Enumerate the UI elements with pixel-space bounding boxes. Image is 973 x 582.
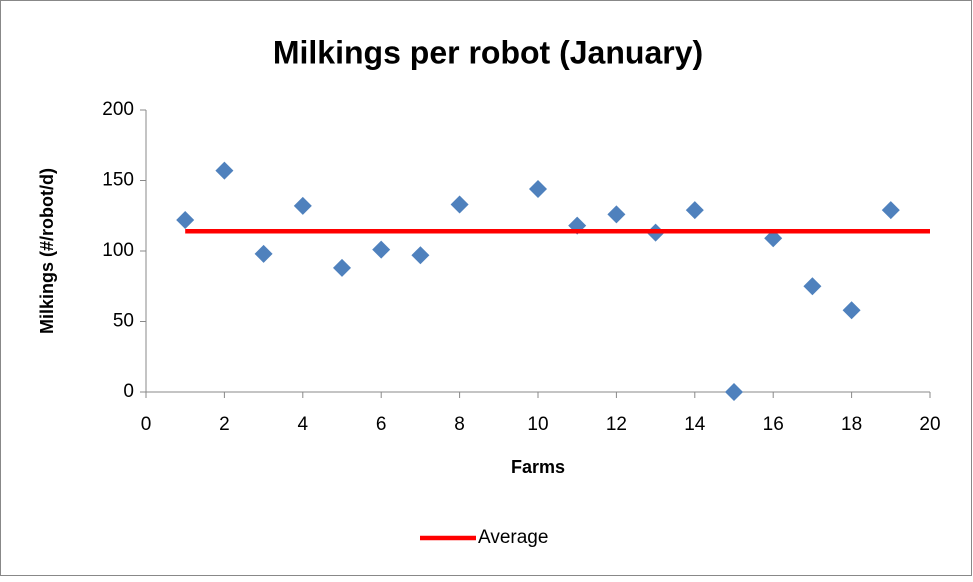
point — [725, 383, 743, 401]
x-tick-label: 2 — [219, 414, 230, 435]
legend-label: Average — [478, 527, 548, 548]
y-tick-label: 100 — [102, 240, 134, 261]
x-tick-label: 14 — [684, 414, 706, 435]
x-tick-label: 4 — [298, 414, 309, 435]
y-tick-label: 0 — [123, 381, 134, 402]
point — [764, 229, 783, 248]
point — [607, 205, 626, 224]
point — [411, 246, 430, 265]
point — [176, 210, 195, 229]
y-tick-label: 200 — [102, 99, 134, 120]
y-tick-label: 50 — [113, 311, 134, 332]
point — [881, 201, 900, 220]
x-tick-label: 12 — [606, 414, 627, 435]
x-tick-label: 6 — [376, 414, 387, 435]
x-tick-label: 20 — [919, 414, 940, 435]
point — [215, 161, 234, 180]
point — [372, 240, 391, 259]
point — [529, 179, 547, 198]
point — [293, 196, 312, 215]
chart-title: Milkings per robot (January) — [273, 34, 703, 70]
x-tick-label: 10 — [527, 414, 548, 435]
y-axis-label: Milkings (#/robot/d) — [37, 168, 57, 334]
x-tick-label: 0 — [141, 414, 152, 435]
x-axis-label: Farms — [511, 457, 565, 477]
point — [803, 277, 822, 296]
x-tick-label: 8 — [454, 414, 465, 435]
y-tick-label: 150 — [102, 170, 134, 191]
point — [254, 244, 273, 263]
point — [685, 201, 704, 220]
x-tick-label: 18 — [841, 414, 862, 435]
point — [842, 301, 861, 320]
point — [450, 195, 469, 214]
point — [333, 258, 351, 277]
x-tick-label: 16 — [763, 414, 784, 435]
